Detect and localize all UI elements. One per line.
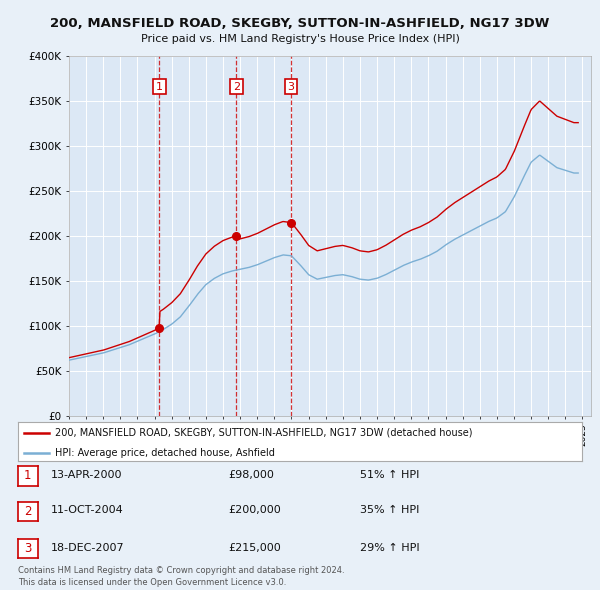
Text: 35% ↑ HPI: 35% ↑ HPI bbox=[360, 506, 419, 515]
Text: 18-DEC-2007: 18-DEC-2007 bbox=[51, 543, 125, 552]
Text: Price paid vs. HM Land Registry's House Price Index (HPI): Price paid vs. HM Land Registry's House … bbox=[140, 34, 460, 44]
Text: HPI: Average price, detached house, Ashfield: HPI: Average price, detached house, Ashf… bbox=[55, 448, 275, 458]
Text: Contains HM Land Registry data © Crown copyright and database right 2024.
This d: Contains HM Land Registry data © Crown c… bbox=[18, 566, 344, 587]
Text: £200,000: £200,000 bbox=[228, 506, 281, 515]
Text: 200, MANSFIELD ROAD, SKEGBY, SUTTON-IN-ASHFIELD, NG17 3DW (detached house): 200, MANSFIELD ROAD, SKEGBY, SUTTON-IN-A… bbox=[55, 428, 472, 438]
Text: 13-APR-2000: 13-APR-2000 bbox=[51, 470, 122, 480]
Text: 1: 1 bbox=[24, 469, 32, 483]
Text: £215,000: £215,000 bbox=[228, 543, 281, 552]
Text: 29% ↑ HPI: 29% ↑ HPI bbox=[360, 543, 419, 552]
Text: 200, MANSFIELD ROAD, SKEGBY, SUTTON-IN-ASHFIELD, NG17 3DW: 200, MANSFIELD ROAD, SKEGBY, SUTTON-IN-A… bbox=[50, 17, 550, 30]
Text: 11-OCT-2004: 11-OCT-2004 bbox=[51, 506, 124, 515]
Text: 3: 3 bbox=[24, 542, 32, 555]
Text: 2: 2 bbox=[233, 81, 240, 91]
Text: £98,000: £98,000 bbox=[228, 470, 274, 480]
Text: 2: 2 bbox=[24, 504, 32, 518]
Text: 51% ↑ HPI: 51% ↑ HPI bbox=[360, 470, 419, 480]
Text: 1: 1 bbox=[156, 81, 163, 91]
Text: 3: 3 bbox=[287, 81, 295, 91]
